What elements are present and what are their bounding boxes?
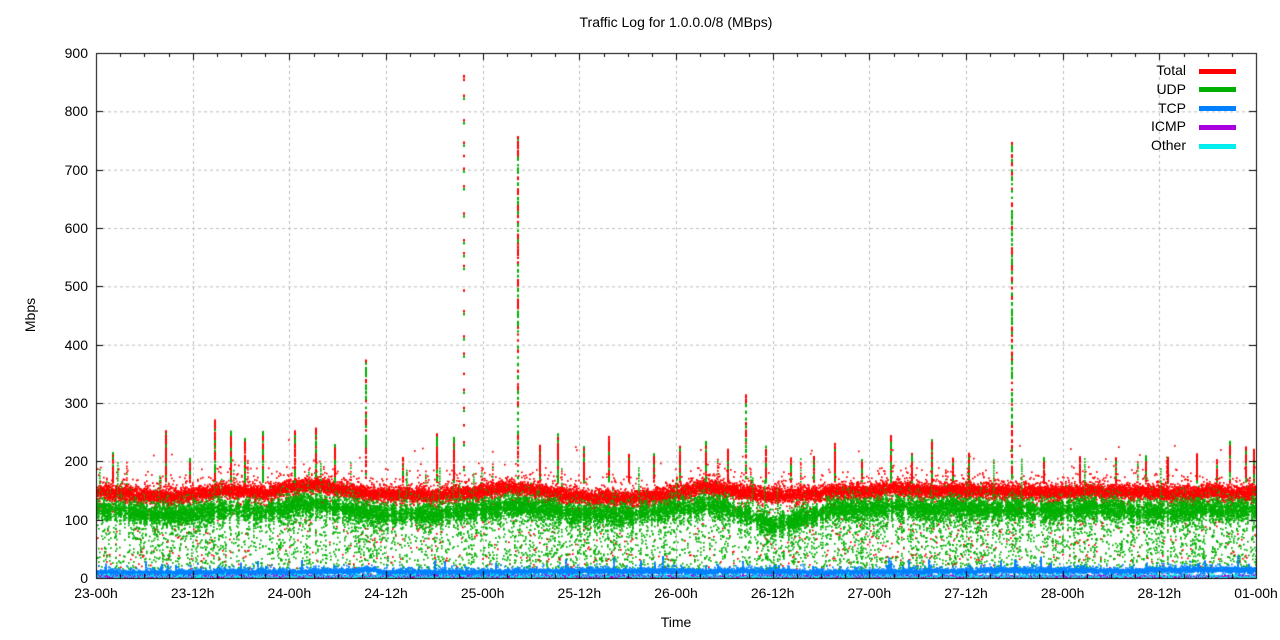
y-tick-label-100: 100 bbox=[64, 511, 88, 528]
y-tick-label-400: 400 bbox=[64, 336, 88, 353]
x-tick-label-23-12h: 23-12h bbox=[170, 585, 215, 601]
legend-swatch-other bbox=[1199, 143, 1236, 149]
legend-swatch-tcp bbox=[1199, 106, 1236, 112]
legend-label-icmp: ICMP bbox=[1151, 118, 1186, 135]
x-tick-label-24-12h: 24-12h bbox=[364, 585, 408, 601]
x-tick-label-26-00h: 26-00h bbox=[654, 585, 698, 601]
x-tick-label-27-00h: 27-00h bbox=[847, 585, 892, 601]
y-tick-label-0: 0 bbox=[80, 570, 88, 586]
legend-label-tcp: TCP bbox=[1158, 99, 1186, 116]
y-tick-label-900: 900 bbox=[64, 45, 88, 61]
y-tick-label-500: 500 bbox=[64, 278, 88, 295]
y-tick-label-300: 300 bbox=[64, 395, 88, 411]
legend-swatch-total bbox=[1199, 68, 1236, 74]
x-tick-label-28-12h: 28-12h bbox=[1137, 585, 1182, 601]
legend-swatch-udp bbox=[1199, 87, 1236, 93]
x-axis-label: Time bbox=[660, 614, 692, 630]
legend-label-udp: UDP bbox=[1156, 80, 1186, 97]
x-tick-label-25-00h: 25-00h bbox=[460, 585, 505, 601]
y-tick-label-600: 600 bbox=[64, 220, 88, 236]
legend-label-total: Total bbox=[1156, 62, 1186, 78]
x-tick-label-01-00h: 01-00h bbox=[1234, 585, 1278, 601]
y-tick-label-700: 700 bbox=[64, 161, 88, 178]
chart-title: Traffic Log for 1.0.0.0/8 (MBps) bbox=[579, 14, 773, 30]
legend-swatch-icmp bbox=[1199, 124, 1236, 130]
x-tick-label-23-00h: 23-00h bbox=[74, 585, 118, 601]
x-tick-label-28-00h: 28-00h bbox=[1040, 585, 1085, 601]
y-tick-label-800: 800 bbox=[64, 103, 88, 120]
x-tick-label-27-12h: 27-12h bbox=[944, 585, 988, 601]
legend-label-other: Other bbox=[1150, 137, 1186, 154]
y-tick-label-200: 200 bbox=[64, 453, 88, 470]
x-tick-label-24-00h: 24-00h bbox=[267, 585, 312, 601]
x-tick-label-25-12h: 25-12h bbox=[557, 585, 602, 601]
x-tick-label-26-12h: 26-12h bbox=[750, 585, 795, 601]
